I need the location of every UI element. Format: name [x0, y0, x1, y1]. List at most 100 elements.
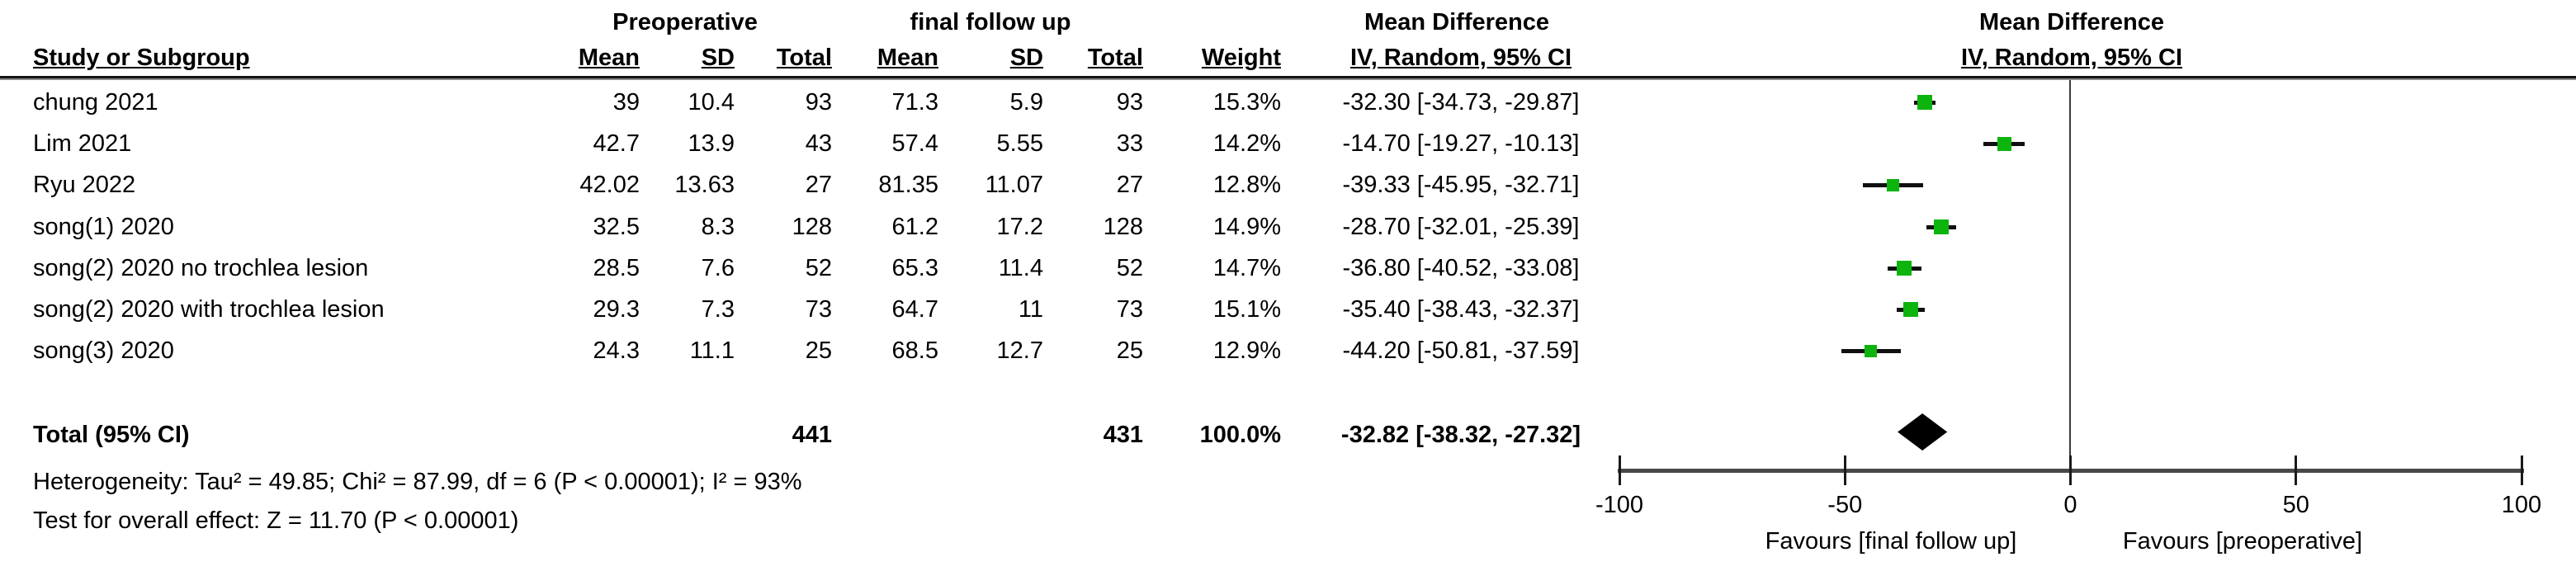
favours-right-label: Favours [preoperative]	[2122, 528, 2363, 554]
cell-ci_text-row1: -32.30 [-34.73, -29.87]	[1342, 89, 1580, 116]
cell-fu_sd-row1: 5.9	[1009, 89, 1043, 116]
column-header-ci-left: IV, Random, 95% CI	[1349, 45, 1572, 71]
axis-tick	[2069, 455, 2072, 485]
study-marker	[1917, 95, 1932, 110]
cell-pre_total-row1: 93	[805, 89, 832, 116]
group-header-mean-difference-right: Mean Difference	[1978, 9, 2164, 35]
cell-fu_sd-row4: 17.2	[996, 213, 1043, 240]
cell-fu_sd-row3: 11.07	[985, 172, 1043, 199]
group-header-final-follow-up: final follow up	[910, 9, 1071, 35]
axis-tick	[2295, 455, 2298, 485]
cell-pre_total-row6: 73	[805, 296, 832, 323]
cell-fu_mean-row2: 57.4	[891, 130, 938, 158]
heterogeneity-text: Heterogeneity: Tau² = 49.85; Chi² = 87.9…	[33, 469, 802, 495]
group-header-mean-difference-left: Mean Difference	[1364, 9, 1549, 35]
cell-ci_text-row7: -44.20 [-50.81, -37.59]	[1342, 337, 1580, 365]
cell-pre_sd-row2: 13.9	[688, 130, 735, 158]
study-marker	[1997, 136, 2011, 151]
header-rule	[0, 76, 2576, 80]
axis-tick	[1843, 455, 1846, 485]
cell-fu_mean-row5: 65.3	[891, 254, 938, 281]
cell-fu_total-row6: 73	[1116, 296, 1143, 323]
cell-pre_mean-row1: 39	[612, 89, 640, 116]
cell-pre_total-row5: 52	[805, 254, 832, 281]
cell-weight-row7: 12.9%	[1212, 337, 1281, 365]
cell-fu_sd-row5: 11.4	[998, 254, 1043, 281]
study-marker	[1897, 260, 1912, 276]
cell-fu_total-row7: 25	[1116, 337, 1143, 365]
cell-fu_total-row5: 52	[1116, 254, 1143, 281]
column-header-pre-sd: SD	[701, 45, 735, 71]
cell-fu_sd-row2: 5.55	[996, 130, 1043, 158]
cell-weight-row1: 15.3%	[1212, 89, 1281, 116]
cell-ci_text-total: -32.82 [-38.32, -27.32]	[1340, 422, 1581, 448]
total-effect-diamond	[1898, 413, 1948, 451]
cell-study-row6: song(2) 2020 with trochlea lesion	[33, 296, 385, 323]
column-header-study: Study or Subgroup	[33, 45, 250, 71]
favours-left-label: Favours [final follow up]	[1765, 528, 2017, 554]
study-marker	[1933, 219, 1949, 234]
cell-fu_total-row3: 27	[1116, 172, 1143, 199]
cell-study-row5: song(2) 2020 no trochlea lesion	[33, 254, 369, 281]
column-header-ci-right: IV, Random, 95% CI	[1960, 45, 2183, 71]
cell-weight-total: 100.0%	[1199, 422, 1281, 448]
cell-pre_mean-row5: 28.5	[593, 254, 640, 281]
axis-tick-label: -100	[1595, 492, 1644, 518]
cell-pre_total-row4: 128	[792, 213, 832, 240]
cell-pre_sd-row4: 8.3	[701, 213, 735, 240]
cell-ci_text-row4: -28.70 [-32.01, -25.39]	[1342, 213, 1580, 240]
cell-weight-row5: 14.7%	[1212, 254, 1281, 281]
cell-study-total: Total (95% CI)	[33, 422, 190, 448]
column-header-pre-total: Total	[776, 45, 832, 71]
zero-reference-line	[2069, 80, 2071, 470]
column-header-fu-sd: SD	[1009, 45, 1043, 71]
cell-study-row3: Ryu 2022	[33, 172, 136, 199]
study-marker	[1903, 302, 1919, 317]
cell-study-row1: chung 2021	[33, 89, 158, 116]
cell-pre_total-row3: 27	[805, 172, 832, 199]
cell-fu_mean-row6: 64.7	[891, 296, 938, 323]
axis-tick-label: 0	[2063, 492, 2077, 518]
cell-pre_sd-row3: 13.63	[674, 172, 735, 199]
cell-pre_sd-row1: 10.4	[688, 89, 735, 116]
cell-fu_mean-row3: 81.35	[878, 172, 938, 199]
axis-tick-label: 50	[2282, 492, 2309, 518]
cell-fu_mean-row7: 68.5	[891, 337, 938, 365]
group-header-preoperative: Preoperative	[612, 9, 758, 35]
cell-study-row2: Lim 2021	[33, 130, 132, 158]
cell-fu_total-row1: 93	[1116, 89, 1143, 116]
cell-pre_total-row2: 43	[805, 130, 832, 158]
cell-fu_mean-row1: 71.3	[891, 89, 938, 116]
cell-pre_mean-row2: 42.7	[593, 130, 640, 158]
cell-pre_total-row7: 25	[805, 337, 832, 365]
cell-pre_mean-row6: 29.3	[593, 296, 640, 323]
axis-tick-label: -50	[1827, 492, 1863, 518]
study-marker	[1865, 344, 1878, 357]
cell-pre_mean-row7: 24.3	[593, 337, 640, 365]
cell-ci_text-row3: -39.33 [-45.95, -32.71]	[1342, 172, 1580, 199]
cell-ci_text-row5: -36.80 [-40.52, -33.08]	[1342, 254, 1580, 281]
column-header-pre-mean: Mean	[578, 45, 640, 71]
axis-tick	[1618, 455, 1621, 485]
cell-weight-row3: 12.8%	[1212, 172, 1281, 199]
cell-fu_mean-row4: 61.2	[891, 213, 938, 240]
cell-ci_text-row2: -14.70 [-19.27, -10.13]	[1342, 130, 1580, 158]
cell-weight-row6: 15.1%	[1212, 296, 1281, 323]
cell-pre_mean-row4: 32.5	[593, 213, 640, 240]
study-marker	[1887, 178, 1900, 191]
cell-fu_sd-row6: 11	[1018, 296, 1043, 323]
cell-fu_total-total: 431	[1103, 422, 1143, 448]
column-header-weight: Weight	[1201, 45, 1281, 71]
cell-weight-row2: 14.2%	[1212, 130, 1281, 158]
cell-pre_sd-row7: 11.1	[689, 337, 735, 365]
cell-study-row4: song(1) 2020	[33, 213, 174, 240]
cell-fu_sd-row7: 12.7	[996, 337, 1043, 365]
axis-tick-label: 100	[2501, 492, 2542, 518]
column-header-fu-total: Total	[1087, 45, 1143, 71]
overall-effect-text: Test for overall effect: Z = 11.70 (P < …	[33, 507, 519, 534]
cell-pre_sd-row6: 7.3	[701, 296, 735, 323]
cell-pre_mean-row3: 42.02	[579, 172, 640, 199]
cell-fu_total-row4: 128	[1103, 213, 1143, 240]
cell-study-row7: song(3) 2020	[33, 337, 174, 365]
